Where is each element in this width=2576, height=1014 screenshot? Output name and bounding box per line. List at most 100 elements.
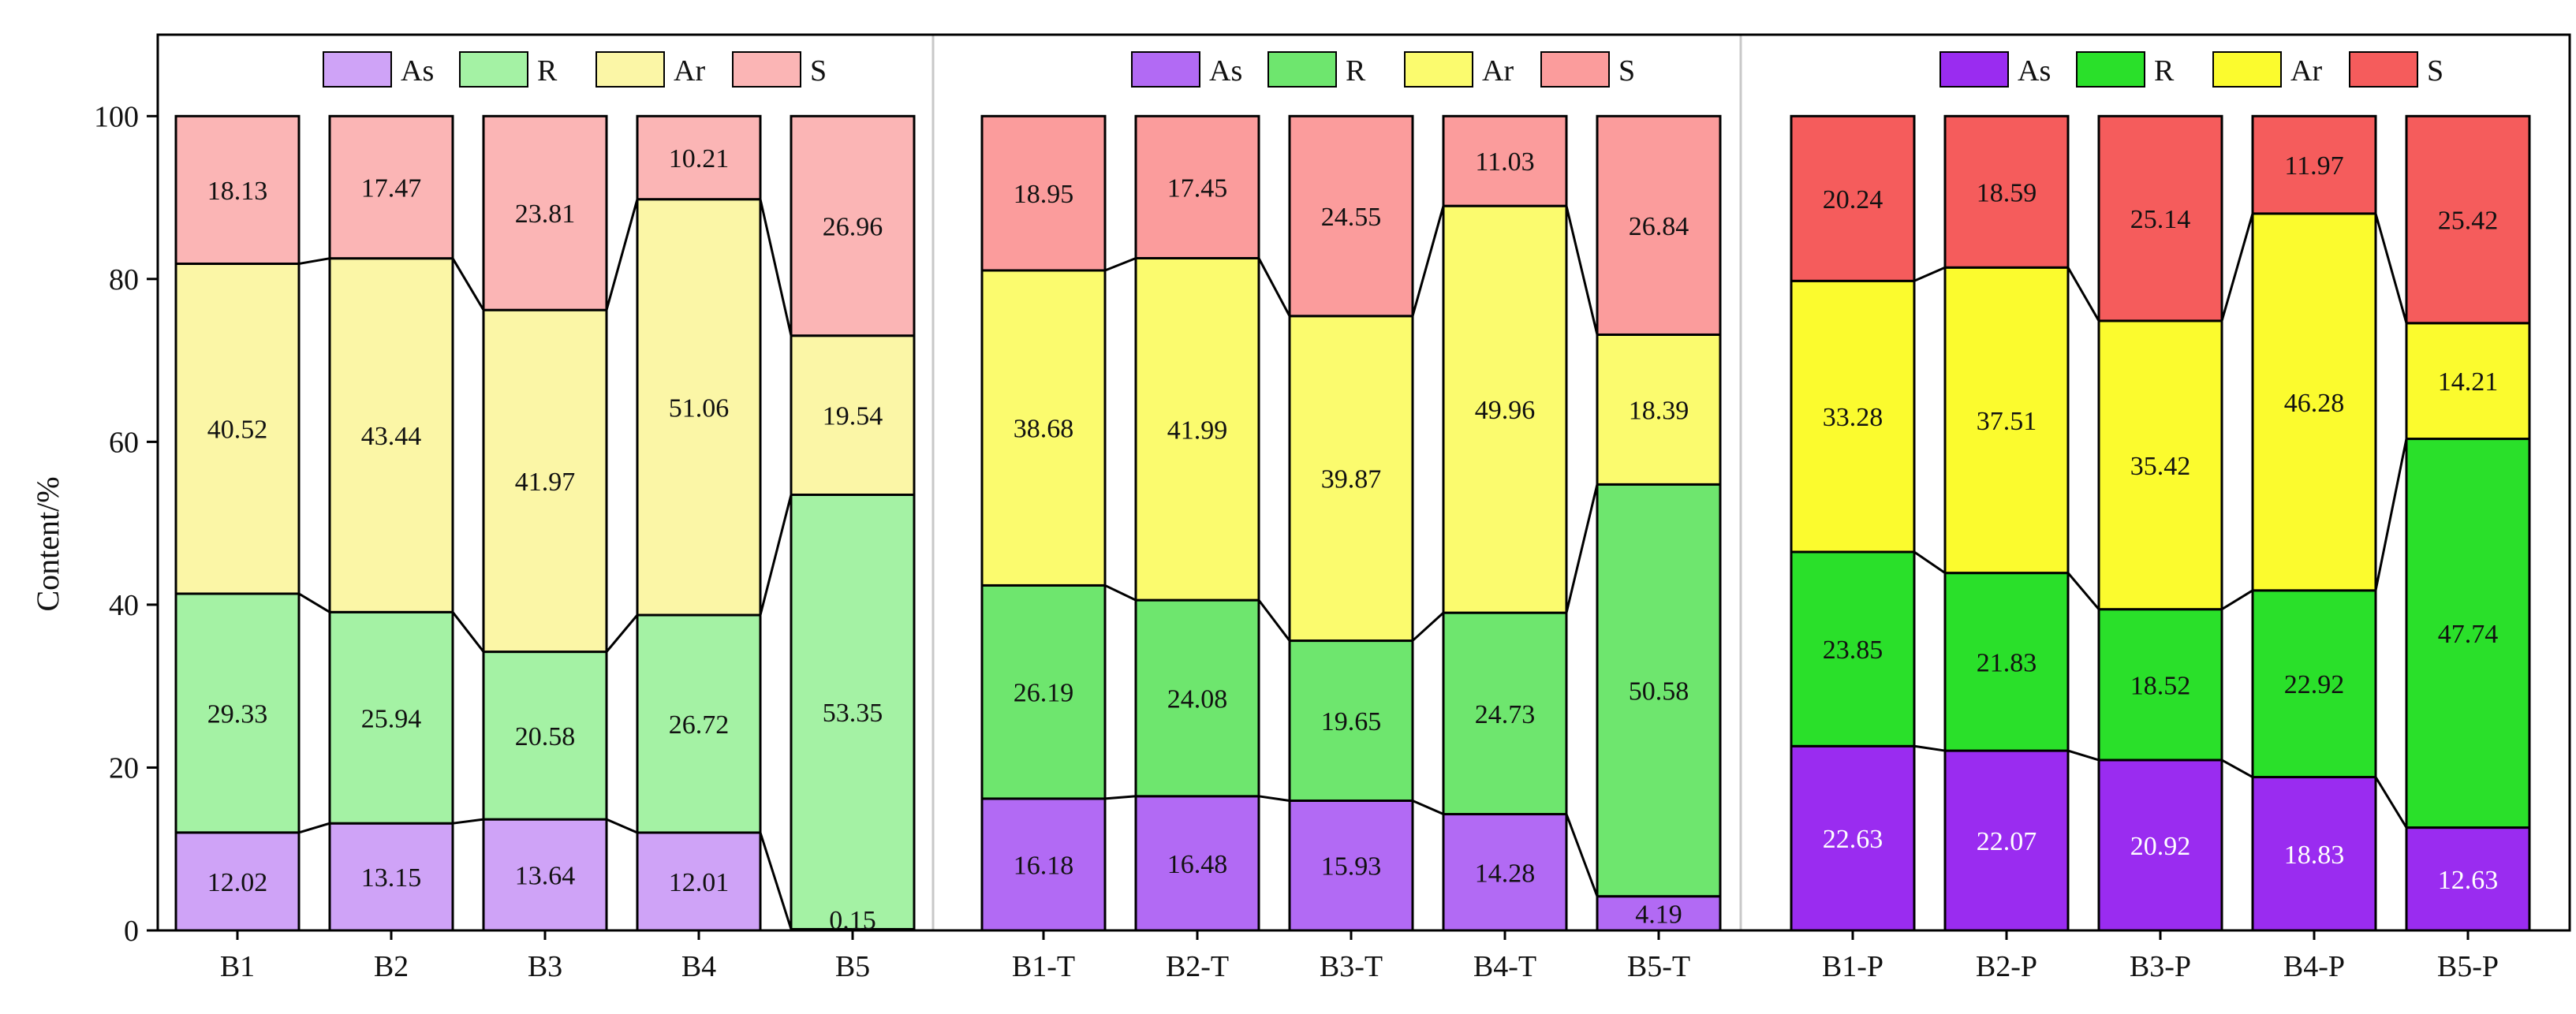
data-labels: 12.02 29.33 40.52 18.13 13.15 25.94 43.44 17.47… [207,144,2499,935]
value-label-B5-T-R: 50.58 [1629,677,1689,706]
connector-line [2067,749,2100,762]
connector-line [606,818,638,834]
legend-swatch-Ar [2212,51,2282,88]
bar-segment-B3-P-R [2097,608,2223,762]
value-label-B1-T-R: 26.19 [1014,679,1074,708]
bar-segment-B5-P-R [2405,438,2531,829]
connector-line [1411,612,1445,642]
bar-segment-B5-T-R [1596,483,1722,898]
value-label-B3-S: 23.81 [515,199,576,229]
value-label-B2-P-Ar: 37.51 [1977,407,2037,436]
value-label-B4-T-S: 11.03 [1475,147,1534,177]
value-label-B2-P-As: 22.07 [1977,827,2037,856]
bar-segment-B1-P-S [1790,114,1916,282]
value-label-B4-P-R: 22.92 [2284,670,2345,699]
value-label-B1-P-As: 22.63 [1823,825,1883,854]
value-label-B5-P-S: 25.42 [2438,207,2499,236]
value-label-B3-T-R: 19.65 [1321,707,1382,736]
value-label-B1-S: 18.13 [207,177,268,206]
bar-segment-B1-As [174,831,301,932]
bar-segment-B4-P-R [2251,589,2377,779]
value-label-B2-As: 13.15 [361,863,422,893]
value-label-B2-T-S: 17.45 [1167,173,1228,203]
plot-frame [156,33,2571,932]
value-label-B5-T-S: 26.84 [1629,212,1689,241]
bar-segment-B1-P-Ar [1790,279,1916,554]
legend-swatch-As [1939,51,2009,88]
y-tick-label-20: 20 [109,751,139,785]
value-label-B2-P-S: 18.59 [1977,178,2037,207]
bar-segment-B1-T-R [980,583,1107,800]
legends: As R Ar S As R Ar S As R Ar S [323,51,2443,88]
connector-lines [298,199,2408,930]
bar-segment-B1-S [174,114,301,266]
connector-line [2220,213,2254,322]
bar-segment-B3-Ar [482,308,608,654]
value-label-B2-T-Ar: 41.99 [1167,416,1228,445]
bar-segment-B5-T-S [1596,114,1722,336]
value-label-B4-P-Ar: 46.28 [2284,389,2345,418]
x-tick-label-B5-T: B5-T [1627,950,1690,983]
value-label-B5-P-As: 12.63 [2438,866,2499,895]
connector-line [1565,814,1599,897]
value-label-B5-R: 53.35 [823,699,883,728]
value-label-B1-P-Ar: 33.28 [1823,403,1883,432]
connector-line [2374,438,2408,591]
bar-segment-B3-T-S [1288,114,1414,318]
value-label-B3-T-Ar: 39.87 [1321,465,1382,494]
value-label-B2-R: 25.94 [361,704,422,733]
bar-segment-B4-As [636,831,762,932]
bar-segment-B1-T-As [980,797,1107,932]
connector-line [452,818,484,825]
bar-segment-B1-P-R [1790,550,1916,747]
x-tick-label-B1-P: B1-P [1822,950,1883,983]
legend-swatch-Ar [595,51,665,88]
x-tick-label-B4-T: B4-T [1473,950,1536,983]
x-tick-label-B2-P: B2-P [1976,950,2037,983]
value-label-B2-Ar: 43.44 [361,422,422,451]
connector-line [298,592,330,613]
value-label-B5-Ar: 19.54 [823,402,883,431]
legend-label-Ar: Ar [674,54,705,88]
x-tick-label-B2: B2 [374,950,409,983]
value-label-B1-P-S: 20.24 [1823,185,1883,214]
bar-segment-B5-P-S [2405,114,2531,325]
legend-label-R: R [2154,54,2175,88]
connector-line [1104,257,1137,272]
bar-segment-B2-P-S [1943,114,2070,269]
connector-line [298,822,330,834]
value-label-B2-T-R: 24.08 [1167,684,1228,714]
bar-segment-B2-P-As [1943,749,2070,932]
value-label-B1-T-S: 18.95 [1014,180,1074,209]
value-label-B4-T-R: 24.73 [1475,700,1536,729]
connector-line [2374,776,2408,829]
x-tick-label-B5: B5 [835,950,870,983]
connector-line [2066,267,2100,322]
bar-segment-B4-Ar [636,198,762,617]
y-axis-title: Content/% [30,476,65,611]
bar-segment-B2-R [328,610,454,825]
value-label-B3-R: 20.58 [515,722,576,751]
bar-segment-B4-S [636,114,762,201]
value-label-B2-P-R: 21.83 [1977,648,2037,677]
connector-line [451,257,485,311]
connector-line [298,257,330,265]
x-tick-label-B3-T: B3-T [1320,950,1383,983]
legend-label-R: R [1346,54,1366,88]
value-label-B1-As: 12.02 [207,868,268,897]
value-label-B5-P-R: 47.74 [2438,620,2499,649]
bar-segment-B2-Ar [328,257,454,613]
bar-segment-B4-P-Ar [2251,212,2377,592]
value-label-B3-P-As: 20.92 [2130,832,2191,861]
connector-line [1565,484,1599,613]
value-label-B4-P-S: 11.97 [2284,151,2343,181]
legend-label-Ar: Ar [1482,54,1514,88]
axes: B1 B2 B3 B4 B5 B1-T B2-T B3-T B4-T B5-T B1-P B2-P B3… [94,33,2571,983]
bar-segment-B2-T-R [1134,598,1260,798]
x-tick-label-B2-T: B2-T [1166,950,1229,983]
y-tick-label-100: 100 [94,100,139,133]
connector-line [2374,213,2408,324]
bar-segment-B2-T-As [1134,795,1260,932]
bar-segment-B2-P-R [1943,572,2070,752]
y-tick-label-0: 0 [124,915,139,948]
